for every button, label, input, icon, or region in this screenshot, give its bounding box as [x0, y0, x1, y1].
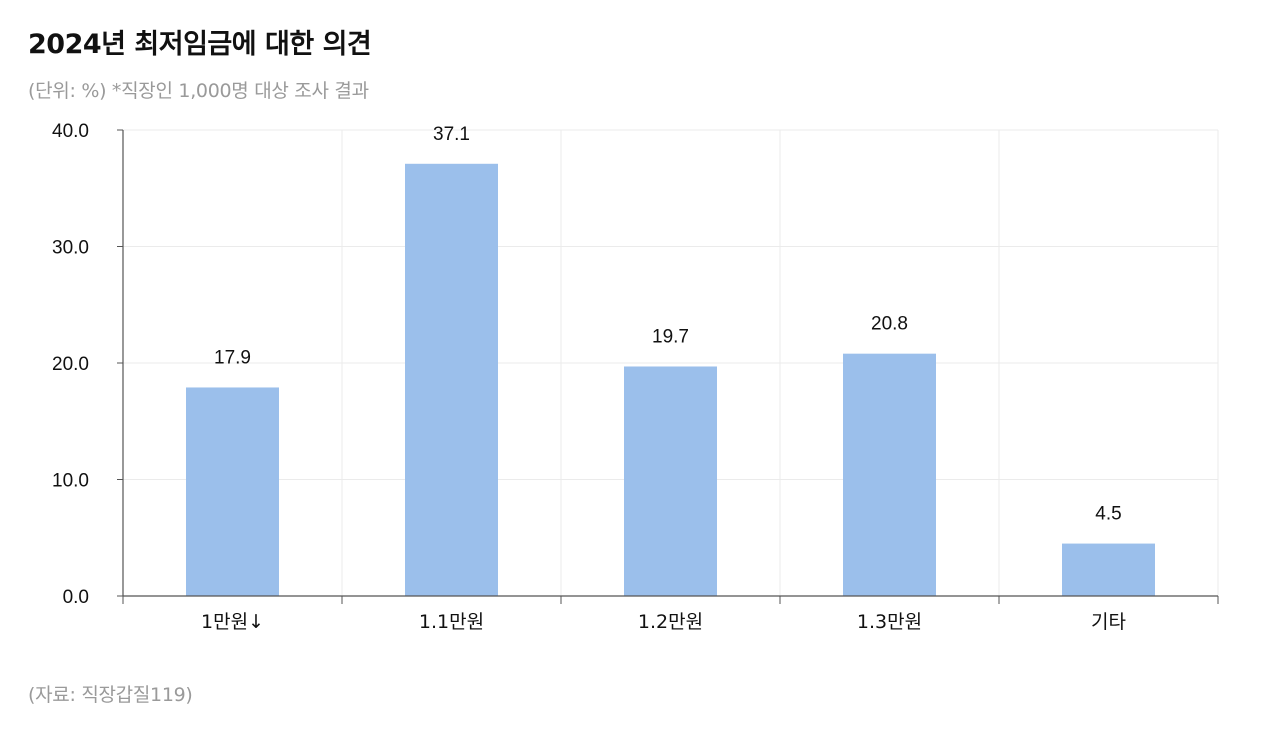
y-tick-label: 30.0	[52, 238, 89, 259]
chart-subtitle: (단위: %) *직장인 1,000명 대상 조사 결과	[28, 80, 369, 102]
chart-title: 2024년 최저임금에 대한 의견	[28, 29, 372, 60]
data-label: 37.1	[433, 124, 470, 145]
category-label: 기타	[1091, 611, 1126, 633]
y-tick-label: 10.0	[52, 471, 89, 492]
data-label: 19.7	[652, 326, 689, 347]
y-tick-label: 20.0	[52, 354, 89, 375]
category-label: 1.2만원	[638, 611, 703, 633]
labels: 0.0 10.0 20.0 30.0 40.0 17.9 1만원↓ 37.1 1.1만원 19.7…	[52, 121, 1126, 633]
data-label: 20.8	[871, 314, 908, 335]
bar	[843, 353, 936, 596]
axes	[117, 129, 1219, 604]
bar	[405, 163, 498, 596]
category-label: 1.1만원	[419, 611, 484, 633]
bars	[186, 163, 1155, 596]
source-note: (자료: 직장갑질119)	[28, 684, 193, 706]
y-tick-label: 0.0	[63, 587, 89, 608]
category-label: 1.3만원	[857, 611, 922, 633]
category-label: 1만원↓	[201, 611, 264, 633]
bar	[1062, 543, 1155, 596]
bar	[186, 387, 279, 596]
data-label: 17.9	[214, 347, 251, 368]
data-label: 4.5	[1095, 504, 1121, 525]
y-tick-label: 40.0	[52, 121, 89, 142]
bar	[624, 366, 717, 596]
